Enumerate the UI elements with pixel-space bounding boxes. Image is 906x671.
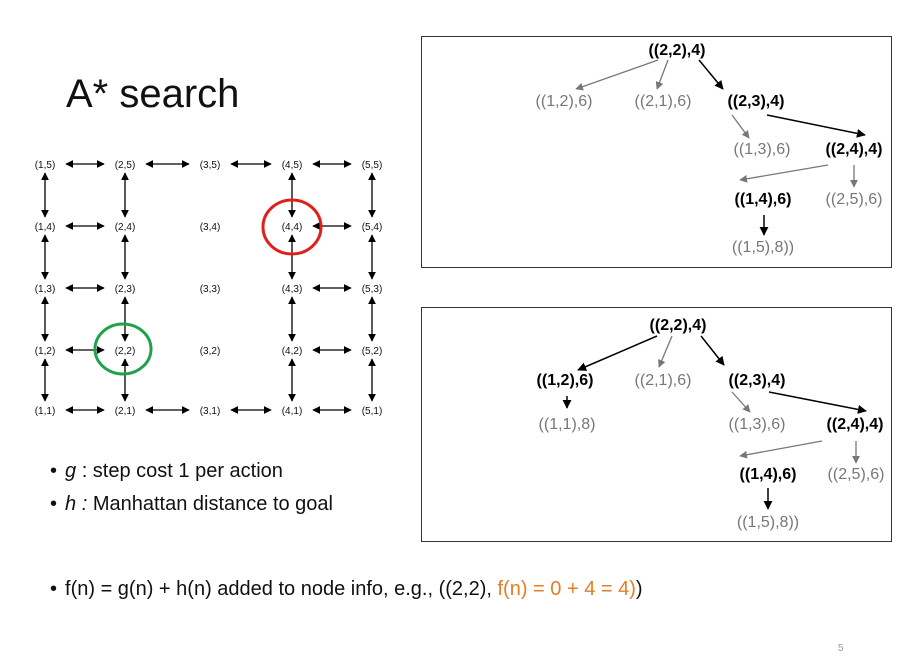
grid-cell-label: (5,2)	[362, 346, 383, 357]
tree-top-node-15: ((1,5),8))	[731, 239, 795, 256]
page-number: 5	[838, 643, 844, 654]
grid-cell-label: (5,4)	[362, 222, 383, 233]
grid-cell-label: (2,1)	[115, 406, 136, 417]
g-symbol: g	[65, 460, 77, 482]
edge-23-13	[731, 391, 751, 413]
tree-top-node-14: ((1,4),6)	[734, 191, 792, 208]
grid-cell-label: (4,4)	[282, 222, 303, 233]
grid-cell-label: (1,2)	[35, 346, 56, 357]
grid-labels: (1,5) (2,5) (3,5) (4,5) (5,5) (1,4) (2,4) (3,4)…	[35, 160, 383, 417]
grid-cell-label: (1,3)	[35, 284, 56, 295]
bullet-list: g : step cost 1 per action h : Manhattan…	[50, 460, 333, 526]
tree-bottom-node-24: ((2,4),4)	[826, 416, 884, 433]
tree-top-node-23: ((2,3),4)	[727, 93, 785, 110]
bullet-h: h : Manhattan distance to goal	[50, 493, 333, 516]
grid-diagram: (1,5) (2,5) (3,5) (4,5) (5,5) (1,4) (2,4) (3,4)…	[35, 160, 383, 417]
edge-root-21	[655, 59, 669, 90]
edge-23-24	[766, 114, 866, 138]
grid-cell-label: (5,1)	[362, 406, 383, 417]
grid-cell-label: (1,1)	[35, 406, 56, 417]
edge-root-21	[658, 335, 673, 368]
tree-top-node-13: ((1,3),6)	[733, 141, 791, 158]
grid-cell-label: (3,5)	[200, 160, 221, 171]
edge-23-13	[731, 114, 750, 139]
start-highlight-circle	[93, 322, 153, 376]
tree-bottom-node-11: ((1,1),8)	[538, 416, 596, 433]
tree-bottom-node-25: ((2,5),6)	[827, 466, 885, 483]
tree-top-node-21: ((2,1),6)	[634, 93, 692, 110]
formula-highlight: f(n) = 0 + 4 = 4)	[497, 578, 636, 600]
h-symbol: h :	[65, 493, 88, 515]
tree-bottom-node-21: ((2,1),6)	[634, 372, 692, 389]
edge-24-14	[739, 164, 829, 183]
tree-bottom-node-12: ((1,2),6)	[536, 372, 594, 389]
grid-cell-label: (3,1)	[200, 406, 221, 417]
tree-top-node-25: ((2,5),6)	[825, 191, 883, 208]
tree-top-root: ((2,2),4)	[648, 42, 706, 59]
tree-bottom-node-14: ((1,4),6)	[739, 466, 797, 483]
grid-cell-label: (2,3)	[115, 284, 136, 295]
slide-title: A* search	[66, 72, 240, 116]
grid-cell-label: (3,4)	[200, 222, 221, 233]
edge-root-12	[577, 335, 658, 371]
tree-top-node-24: ((2,4),4)	[825, 141, 883, 158]
grid-cell-label: (3,2)	[200, 346, 221, 357]
grid-cell-label: (2,5)	[115, 160, 136, 171]
grid-cell-label: (2,2)	[115, 346, 136, 357]
grid-cell-label: (2,4)	[115, 222, 136, 233]
grid-cell-label: (4,3)	[282, 284, 303, 295]
edge-root-23	[700, 335, 725, 366]
tree-bottom-node-23: ((2,3),4)	[728, 372, 786, 389]
edge-root-12	[575, 59, 659, 91]
grid-cell-label: (5,5)	[362, 160, 383, 171]
grid-cell-label: (3,3)	[200, 284, 221, 295]
edge-root-23	[698, 59, 724, 90]
g-description: : step cost 1 per action	[76, 460, 283, 482]
search-tree-bottom: ((2,2),4) ((1,2),6) ((2,1),6) ((2,3),4) …	[421, 307, 892, 542]
formula-prefix: f(n) = g(n) + h(n) added to node info, e…	[65, 578, 498, 600]
grid-edges	[41, 160, 376, 414]
grid-cell-label: (4,1)	[282, 406, 303, 417]
edge-23-24	[768, 391, 867, 414]
grid-cell-label: (5,3)	[362, 284, 383, 295]
tree-top-node-12: ((1,2),6)	[535, 93, 593, 110]
bullet-g: g : step cost 1 per action	[50, 460, 333, 483]
grid-cell-label: (4,5)	[282, 160, 303, 171]
tree-bottom-root: ((2,2),4)	[649, 317, 707, 334]
grid-cell-label: (4,2)	[282, 346, 303, 357]
formula-suffix: )	[635, 578, 643, 600]
grid-cell-label: (1,5)	[35, 160, 56, 171]
grid-cell-label: (1,4)	[35, 222, 56, 233]
tree-bottom-node-13: ((1,3),6)	[728, 416, 786, 433]
formula-bullet: f(n) = g(n) + h(n) added to node info, e…	[50, 578, 643, 601]
search-tree-top: ((2,2),4) ((1,2),6) ((2,1),6) ((2,3),4) …	[421, 36, 892, 268]
h-description: Manhattan distance to goal	[87, 493, 333, 515]
edge-24-14	[739, 440, 823, 459]
goal-highlight-circle	[261, 198, 323, 256]
tree-bottom-node-15: ((1,5),8))	[736, 514, 800, 531]
